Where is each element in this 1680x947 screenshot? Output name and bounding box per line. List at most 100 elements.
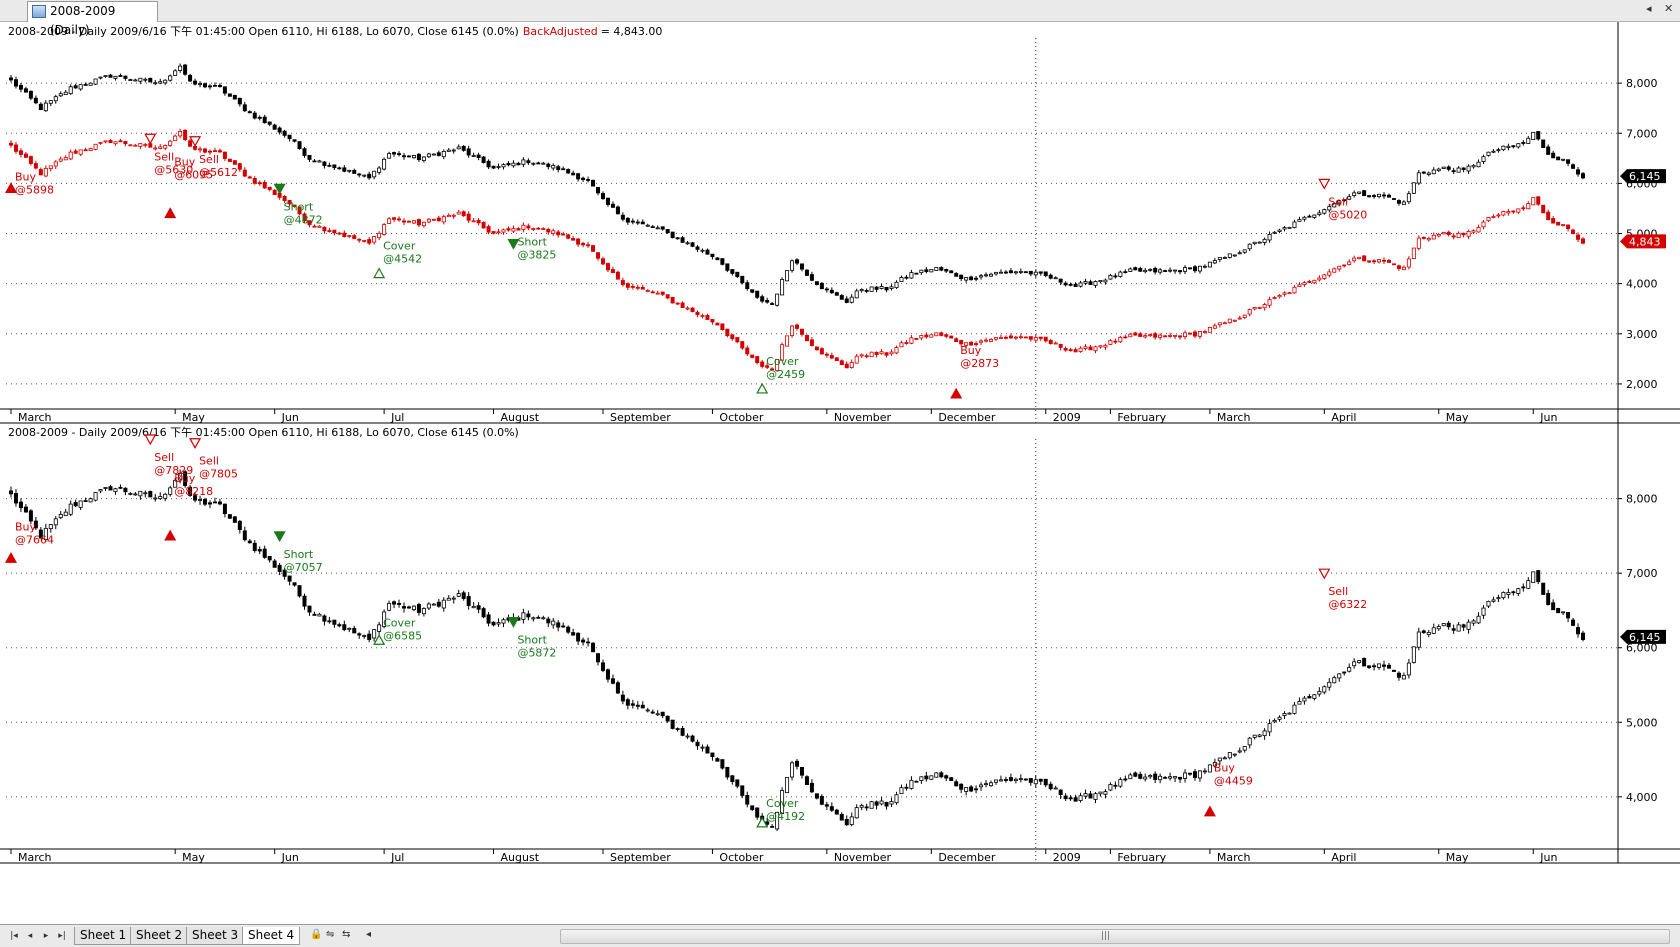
candle	[596, 186, 601, 196]
chart-area[interactable]: 2008-2009 - Daily 2009/6/16 下午 01:45:00 …	[0, 22, 1680, 924]
candle-body	[814, 346, 819, 351]
close-icon[interactable]: ✕	[1664, 2, 1674, 15]
candle-body	[58, 93, 63, 97]
candle-body	[1232, 753, 1237, 756]
candle-body	[357, 238, 362, 241]
candle	[347, 627, 352, 633]
candle	[1058, 343, 1063, 351]
candle	[1262, 728, 1267, 740]
candle	[1307, 694, 1312, 699]
candle	[660, 711, 665, 719]
candle	[889, 349, 894, 356]
candle-body	[715, 257, 720, 261]
candle	[1192, 264, 1197, 273]
candle	[1192, 768, 1197, 781]
candle-body	[1421, 236, 1426, 239]
candle	[416, 218, 421, 228]
link-icon[interactable]: ⇋	[326, 929, 335, 940]
candle	[1257, 241, 1262, 244]
candle-body	[1277, 229, 1282, 232]
candle	[337, 622, 342, 628]
horizontal-scrollbar[interactable]: |||	[560, 929, 1670, 944]
candle	[1496, 213, 1501, 218]
candle	[919, 269, 924, 275]
candle-body	[695, 246, 700, 250]
candle	[998, 334, 1003, 339]
candle	[1252, 241, 1257, 246]
last-sheet-icon[interactable]: ▸|	[58, 931, 66, 941]
zoom-icon[interactable]: ⇆	[342, 929, 351, 940]
candle-body	[809, 274, 814, 281]
document-tab[interactable]: 2008-2009 (Daily)	[27, 1, 158, 37]
candle	[680, 726, 685, 737]
candle	[138, 490, 143, 500]
candle	[750, 289, 755, 294]
prev-sheet-icon[interactable]: ◂	[27, 931, 33, 941]
candle	[372, 170, 377, 180]
lock-icon[interactable]: 🔒	[310, 929, 323, 940]
candle	[1511, 590, 1516, 596]
candle	[83, 82, 88, 86]
candle	[476, 152, 481, 161]
candle	[705, 744, 710, 754]
candle-body	[128, 144, 133, 147]
candle-body	[1013, 778, 1018, 782]
first-sheet-icon[interactable]: |◂	[10, 931, 18, 941]
candle	[665, 228, 670, 234]
sheet-tab-1[interactable]: Sheet 1	[74, 927, 133, 945]
candle-body	[1108, 784, 1113, 791]
candle	[83, 147, 88, 152]
candle	[1426, 171, 1431, 177]
candle	[1566, 612, 1571, 623]
candle	[1217, 757, 1222, 766]
candle	[312, 159, 317, 163]
candle-body	[73, 502, 78, 507]
sheet-tab-4[interactable]: Sheet 4	[242, 927, 301, 945]
scroll-left-icon[interactable]: ◂	[366, 929, 372, 940]
signal-price: @4542	[383, 253, 422, 266]
candle	[1043, 271, 1048, 278]
sheet-tab-3[interactable]: Sheet 3	[186, 927, 245, 945]
candle	[1242, 314, 1247, 320]
sheet-tab-2[interactable]: Sheet 2	[130, 927, 189, 945]
candle	[257, 180, 262, 186]
candle-body	[272, 560, 277, 568]
candle-body	[377, 167, 382, 173]
candle-body	[1083, 793, 1088, 797]
candle	[591, 244, 596, 252]
candle-body	[198, 148, 203, 151]
candle	[1581, 237, 1586, 245]
candle-body	[1322, 274, 1327, 279]
candle-body	[959, 340, 964, 345]
short-arrow-icon	[507, 617, 520, 628]
pin-icon[interactable]: ◂	[1646, 2, 1652, 15]
candle-body	[158, 146, 163, 149]
candle	[1302, 696, 1307, 705]
candle	[1123, 334, 1128, 339]
candle	[536, 161, 541, 165]
candle-body	[620, 280, 625, 285]
candle	[411, 154, 416, 159]
candle-body	[1138, 773, 1143, 779]
candle	[1227, 752, 1232, 760]
candle	[1521, 140, 1526, 146]
candle-body	[392, 152, 397, 155]
candle	[1053, 341, 1058, 345]
candle	[1317, 209, 1322, 217]
candle-body	[123, 140, 128, 145]
candle-body	[705, 249, 710, 255]
candle	[496, 163, 501, 170]
candle-body	[1357, 191, 1362, 194]
candle-body	[1496, 597, 1501, 600]
candle	[1476, 159, 1481, 168]
candle	[1088, 344, 1093, 351]
candle	[1098, 345, 1103, 349]
signal-label: Short	[517, 236, 547, 249]
candle	[984, 780, 989, 788]
candle-body	[511, 228, 516, 232]
candle	[327, 227, 332, 233]
candle-body	[954, 338, 959, 343]
candle	[934, 772, 939, 778]
next-sheet-icon[interactable]: ▸	[43, 931, 49, 941]
candle	[899, 340, 904, 348]
